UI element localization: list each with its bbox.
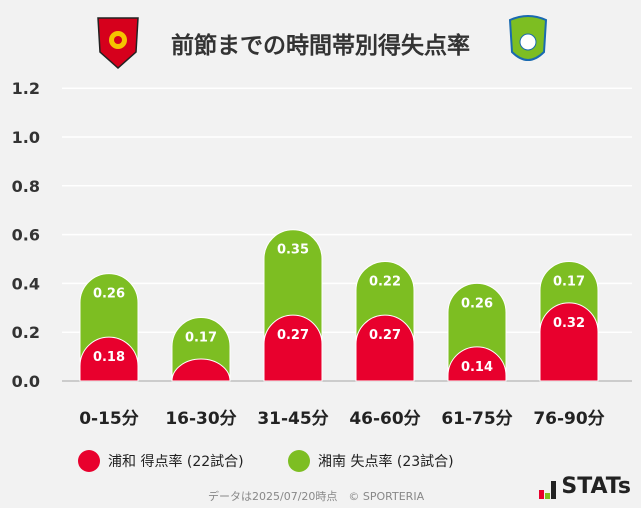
stats-bars-icon bbox=[539, 481, 557, 499]
data-label-urawa: 0.27 bbox=[369, 328, 401, 343]
data-label-urawa: 0.18 bbox=[93, 350, 125, 365]
shonan-logo bbox=[508, 15, 548, 61]
y-tick-label: 0.6 bbox=[12, 226, 40, 245]
data-label-urawa: 0.27 bbox=[277, 328, 309, 343]
data-label-urawa: 0.32 bbox=[553, 316, 585, 331]
footer-note: データは2025/07/20時点 © SPORTERIA bbox=[208, 490, 425, 503]
bar-urawa bbox=[539, 302, 599, 382]
bar-urawa bbox=[355, 314, 415, 382]
data-label-urawa: 0.14 bbox=[461, 360, 493, 375]
legend-green-dot bbox=[288, 450, 310, 472]
x-tick-label: 46-60分 bbox=[349, 409, 420, 429]
bar-urawa bbox=[171, 358, 231, 382]
x-tick-label: 61-75分 bbox=[441, 409, 512, 429]
legend-red-dot bbox=[78, 450, 100, 472]
legend-item-shonan: 湘南 失点率 (23試合) bbox=[288, 450, 454, 472]
bar-urawa bbox=[263, 314, 323, 382]
x-tick-label: 76-90分 bbox=[533, 409, 604, 429]
y-tick-label: 0.8 bbox=[12, 177, 40, 196]
data-label-shonan: 0.22 bbox=[369, 274, 401, 289]
chart-title: 前節までの時間帯別得失点率 bbox=[171, 33, 470, 59]
stats-logo: STATs bbox=[539, 474, 631, 499]
data-label-shonan: 0.26 bbox=[461, 296, 493, 311]
y-tick-label: 1.0 bbox=[12, 128, 40, 147]
y-tick-label: 1.2 bbox=[12, 79, 40, 98]
x-tick-label: 0-15分 bbox=[79, 409, 139, 429]
legend-label: 湘南 失点率 (23試合) bbox=[318, 454, 454, 470]
data-label-shonan: 0.26 bbox=[93, 287, 125, 302]
x-tick-label: 16-30分 bbox=[165, 409, 236, 429]
legend-item-urawa: 浦和 得点率 (22試合) bbox=[78, 450, 244, 472]
data-label-shonan: 0.35 bbox=[277, 243, 309, 258]
y-tick-label: 0.4 bbox=[12, 274, 40, 293]
urawa-logo bbox=[97, 17, 139, 70]
legend-label: 浦和 得点率 (22試合) bbox=[108, 454, 244, 470]
y-tick-label: 0.2 bbox=[12, 323, 40, 342]
bar-urawa bbox=[447, 346, 507, 382]
data-label-shonan: 0.17 bbox=[553, 274, 585, 289]
y-tick-label: 0.0 bbox=[12, 372, 40, 391]
bar-urawa bbox=[79, 336, 139, 382]
x-tick-label: 31-45分 bbox=[257, 409, 328, 429]
data-label-shonan: 0.17 bbox=[185, 331, 217, 346]
stats-text: STATs bbox=[561, 474, 631, 499]
